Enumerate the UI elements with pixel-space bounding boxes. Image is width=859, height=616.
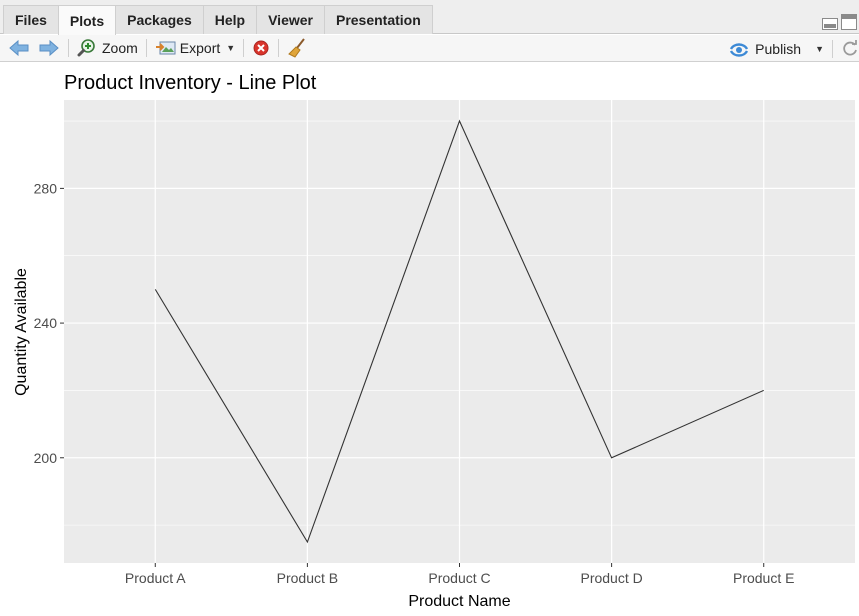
x-tick-label: Product C bbox=[428, 570, 490, 586]
tab-files[interactable]: Files bbox=[3, 5, 59, 34]
publish-icon bbox=[728, 40, 750, 58]
refresh-icon bbox=[841, 40, 859, 58]
toolbar-separator bbox=[278, 39, 279, 57]
publish-button[interactable]: Publish ▼ bbox=[724, 37, 828, 61]
export-image-icon bbox=[155, 39, 177, 57]
x-tick-label: Product A bbox=[125, 570, 186, 586]
chart-title: Product Inventory - Line Plot bbox=[64, 72, 317, 94]
chevron-down-icon: ▼ bbox=[226, 43, 235, 53]
x-tick-label: Product E bbox=[733, 570, 794, 586]
publish-label: Publish bbox=[755, 41, 801, 57]
toolbar-separator bbox=[243, 39, 244, 57]
x-axis-title: Product Name bbox=[408, 593, 510, 610]
y-tick-label: 280 bbox=[34, 180, 58, 196]
toolbar-separator bbox=[146, 39, 147, 57]
forward-arrow-icon bbox=[38, 39, 60, 57]
pane-tabs: Files Plots Packages Help Viewer Presentation bbox=[3, 5, 432, 34]
toolbar-separator bbox=[68, 39, 69, 57]
tab-help[interactable]: Help bbox=[203, 5, 257, 34]
tab-presentation[interactable]: Presentation bbox=[324, 5, 433, 34]
x-tick-label: Product D bbox=[580, 570, 642, 586]
line-chart: Product Inventory - Line Plot 200 240 280 P… bbox=[0, 62, 859, 616]
zoom-button[interactable]: Zoom bbox=[73, 36, 142, 60]
y-axis-title: Quantity Available bbox=[13, 268, 30, 396]
refresh-button[interactable] bbox=[837, 37, 859, 61]
export-label: Export bbox=[180, 40, 220, 56]
tab-plots[interactable]: Plots bbox=[58, 5, 116, 35]
back-arrow-icon bbox=[8, 39, 30, 57]
zoom-magnifier-icon bbox=[77, 38, 97, 58]
pane-tab-bar: Files Plots Packages Help Viewer Presentation bbox=[0, 0, 859, 34]
y-tick-label: 240 bbox=[34, 315, 58, 331]
toolbar-separator bbox=[832, 40, 833, 58]
toolbar-right: Publish ▼ bbox=[724, 35, 859, 62]
x-tick-label: Product B bbox=[277, 570, 338, 586]
remove-plot-icon bbox=[252, 39, 270, 57]
window-controls bbox=[822, 14, 857, 30]
broom-icon bbox=[287, 38, 307, 58]
clear-all-plots-button[interactable] bbox=[283, 36, 311, 60]
back-button[interactable] bbox=[0, 36, 34, 60]
tab-viewer[interactable]: Viewer bbox=[256, 5, 325, 34]
y-tick-label: 200 bbox=[34, 450, 58, 466]
remove-plot-button[interactable] bbox=[248, 36, 274, 60]
export-button[interactable]: Export ▼ bbox=[151, 36, 239, 60]
tab-packages[interactable]: Packages bbox=[115, 5, 204, 34]
plots-toolbar: Zoom Export ▼ Publish bbox=[0, 35, 859, 62]
maximize-pane-icon[interactable] bbox=[841, 14, 857, 30]
forward-button[interactable] bbox=[34, 36, 64, 60]
chevron-down-icon: ▼ bbox=[815, 44, 824, 54]
zoom-label: Zoom bbox=[102, 40, 138, 56]
minimize-pane-icon[interactable] bbox=[822, 18, 838, 30]
plot-viewer: Product Inventory - Line Plot 200 240 280 P… bbox=[0, 62, 859, 616]
